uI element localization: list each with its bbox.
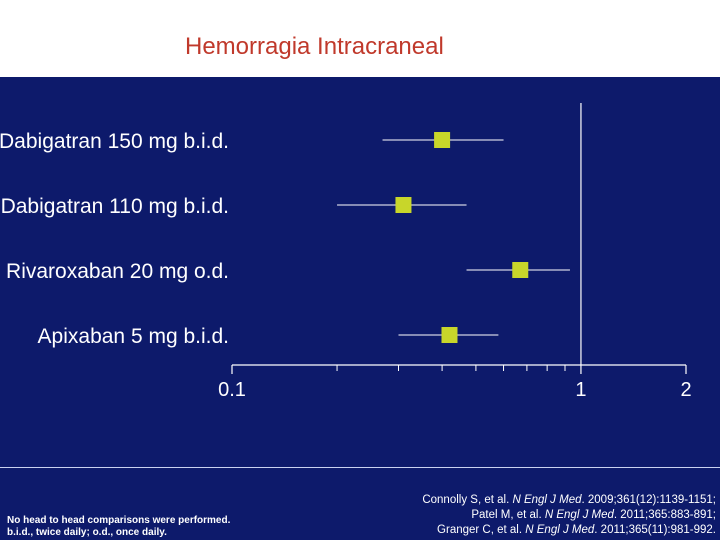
point-estimate-marker <box>395 197 412 213</box>
footnote-line: b.i.d., twice daily; o.d., once daily. <box>7 527 167 538</box>
row-label: Dabigatran 110 mg b.i.d. <box>1 195 229 218</box>
reference-journal: N Engl J Med <box>512 494 582 506</box>
footnote-line: No head to head comparisons were perform… <box>7 515 231 526</box>
reference-line: Patel M, et al. N Engl J Med. 2011;365:8… <box>422 508 716 523</box>
row-label: Rivaroxaban 20 mg o.d. <box>6 260 229 283</box>
x-tick-label: 0.1 <box>218 379 246 401</box>
point-estimate-marker <box>434 132 451 148</box>
reference-citation: . 2009;361(12):1139-1151; <box>581 494 717 506</box>
x-tick-label: 1 <box>575 379 586 401</box>
reference-authors: Patel M, et al. <box>471 509 545 521</box>
reference-authors: Granger C, et al. <box>437 524 526 536</box>
slide-title: Hemorragia Intracraneal <box>185 33 444 60</box>
chart-panel <box>0 77 720 540</box>
reference-line: Granger C, et al. N Engl J Med. 2011;365… <box>422 523 716 538</box>
reference-line: Connolly S, et al. N Engl J Med. 2009;36… <box>422 493 716 508</box>
point-estimate-marker <box>512 262 529 278</box>
divider-line <box>0 467 720 468</box>
reference-citation: . 2011;365:883-891; <box>613 509 716 521</box>
reference-journal: N Engl J Med <box>525 524 595 536</box>
references: Connolly S, et al. N Engl J Med. 2009;36… <box>422 493 716 538</box>
reference-citation: . 2011;365(11):981-992. <box>594 524 716 536</box>
point-estimate-marker <box>441 327 458 343</box>
row-label: Dabigatran 150 mg b.i.d. <box>0 130 229 153</box>
title-bar: Hemorragia Intracraneal <box>0 0 720 77</box>
x-tick-label: 2 <box>680 379 691 401</box>
reference-authors: Connolly S, et al. <box>422 494 513 506</box>
reference-journal: N Engl J Med <box>544 509 614 521</box>
footnote: No head to head comparisons were perform… <box>7 515 230 539</box>
row-label: Apixaban 5 mg b.i.d. <box>38 325 229 348</box>
